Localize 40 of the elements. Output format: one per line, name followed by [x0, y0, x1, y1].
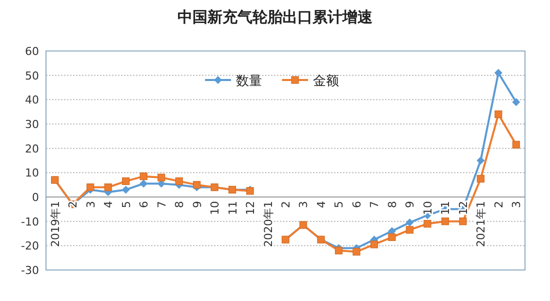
x-tick-label: 9: [404, 201, 417, 208]
x-tick-label: 4: [102, 201, 116, 208]
x-tick-label: 11: [439, 201, 452, 215]
x-tick-label: 6: [350, 201, 364, 208]
x-tick-label: 8: [173, 201, 186, 208]
y-tick-label: 40: [25, 94, 39, 107]
y-tick-label: 10: [25, 166, 39, 180]
y-tick-label: -30: [21, 264, 39, 277]
y-tick-label: 50: [25, 69, 39, 82]
x-tick-label: 7: [155, 201, 168, 208]
x-tick-label: 6: [138, 201, 151, 208]
y-tick-label: 60: [25, 45, 39, 58]
x-tick-label: 2021年1: [474, 201, 488, 247]
x-tick-label: 3: [84, 201, 98, 208]
x-tick-label: 2: [492, 201, 506, 208]
x-tick-label: 10: [208, 201, 222, 215]
x-tick-label: 9: [190, 201, 204, 208]
y-tick-label: -20: [21, 240, 39, 253]
x-tick-label: 2: [66, 201, 80, 208]
x-tick-label: 11: [226, 201, 240, 215]
x-tick-label: 2020年1: [262, 201, 275, 247]
x-tick-label: 2019年1: [48, 201, 62, 247]
x-tick-label: 5: [120, 201, 133, 208]
x-tick-label: 8: [386, 201, 399, 208]
x-tick-label: 5: [332, 201, 346, 208]
y-tick-label: 30: [25, 118, 39, 131]
legend-label: 金额: [313, 74, 339, 89]
x-tick-label: 12: [244, 201, 258, 215]
x-tick-label: 7: [368, 201, 382, 208]
chart-title: 中国新充气轮胎出口累计增速: [178, 8, 374, 26]
legend-label: 数量: [236, 74, 262, 89]
y-tick-label: -10: [21, 215, 39, 228]
x-tick-label: 2: [280, 201, 292, 208]
x-tick-label: 10: [421, 201, 434, 215]
x-tick-label: 12: [456, 201, 470, 215]
x-tick-label: 3: [297, 201, 310, 208]
y-tick-label: 20: [25, 142, 39, 156]
y-tick-label: 0: [32, 191, 39, 204]
x-tick-label: 3: [510, 201, 524, 208]
x-tick-label: 4: [314, 201, 328, 208]
